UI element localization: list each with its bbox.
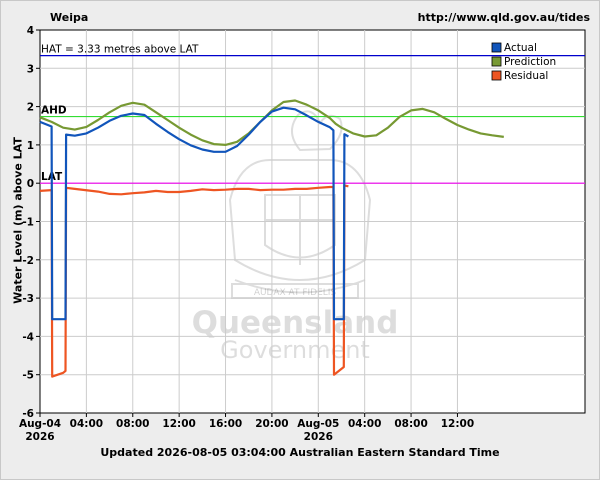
legend-swatch-actual — [491, 42, 502, 53]
x-tick-label: Aug-04 — [19, 418, 61, 430]
legend-label-prediction: Prediction — [504, 56, 556, 68]
x-tick-label: 08:00 — [116, 418, 149, 430]
x-tick-sublabel: 2026 — [304, 431, 333, 443]
legend-swatch-residual — [491, 70, 502, 81]
watermark-motto: AUDAX AT FIDELIS — [254, 288, 337, 298]
legend: Actual Prediction Residual — [491, 42, 556, 82]
x-tick-label: 12:00 — [441, 418, 474, 430]
x-tick-label: 08:00 — [394, 418, 427, 430]
x-tick-label: 04:00 — [348, 418, 381, 430]
updated-timestamp: Updated 2026-08-05 03:04:00 Australian E… — [100, 446, 500, 459]
y-tick-label: 0 — [27, 178, 34, 190]
hat-line-label: HAT = 3.33 metres above LAT — [41, 44, 199, 56]
series-line-prediction — [39, 99, 504, 146]
y-tick-label: 1 — [27, 140, 34, 152]
y-tick-label: 2 — [27, 102, 34, 114]
y-tick-label: -4 — [22, 331, 34, 343]
legend-label-residual: Residual — [504, 70, 548, 82]
x-tick-label: Aug-05 — [297, 418, 339, 430]
series-line-actual — [39, 106, 349, 321]
x-tick-label: 12:00 — [162, 418, 195, 430]
y-tick-label: -1 — [22, 217, 34, 229]
source-url: http://www.qld.gov.au/tides — [417, 11, 590, 24]
legend-label-actual: Actual — [504, 42, 537, 54]
legend-swatch-prediction — [491, 56, 502, 67]
station-name: Weipa — [50, 11, 89, 24]
watermark-queensland: Queensland — [192, 305, 399, 341]
series-line-residual — [39, 184, 349, 378]
queensland-crest-watermark — [228, 110, 372, 299]
ahd-line-label: AHD — [41, 105, 67, 117]
y-tick-label: 4 — [27, 25, 34, 37]
watermark-government: Government — [220, 336, 370, 364]
y-tick-label: 3 — [27, 63, 34, 75]
x-tick-label: 04:00 — [70, 418, 103, 430]
x-tick-label: 20:00 — [255, 418, 288, 430]
y-tick-label: -3 — [22, 293, 34, 305]
y-tick-label: -2 — [22, 255, 34, 267]
x-tick-sublabel: 2026 — [25, 431, 54, 443]
x-tick-label: 16:00 — [209, 418, 242, 430]
y-tick-label: -5 — [22, 370, 34, 382]
y-tick-label: -6 — [22, 408, 34, 420]
